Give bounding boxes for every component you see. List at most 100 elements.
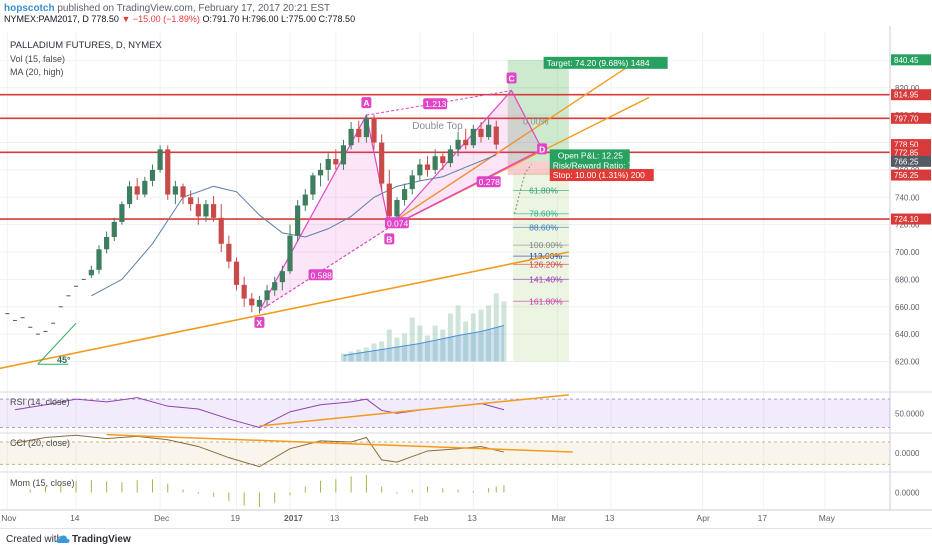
pattern-ratio-badge	[308, 269, 333, 281]
price-tick-label: 680.00	[895, 275, 920, 284]
candle-body	[493, 126, 499, 145]
price-tick-label: 740.00	[895, 193, 920, 202]
volume-bar	[386, 329, 392, 362]
candle-body	[310, 175, 316, 195]
candle-body	[287, 235, 293, 272]
candle-body	[348, 128, 354, 146]
pattern-ratio-label: 0.278	[479, 177, 501, 187]
fib-level-label: 78.60%	[529, 209, 558, 219]
trendline-long	[0, 251, 570, 370]
time-tick-label: 14	[70, 513, 80, 523]
candle-body	[119, 204, 125, 222]
volume-bar	[470, 313, 476, 362]
published-text: published on TradingView.com, February 1…	[57, 3, 331, 14]
chart-header: hopscotch published on TradingView.com, …	[0, 0, 932, 26]
price-pane-bg	[0, 32, 890, 390]
pattern-ratio-label: 1.213	[425, 99, 447, 109]
candle-body	[203, 204, 209, 217]
target-label-bg	[543, 56, 668, 69]
volume-bar	[432, 325, 438, 362]
candle-body	[157, 149, 163, 170]
price-tick-label: 640.00	[895, 330, 920, 339]
price-chart[interactable]: 61.80%78.60%88.60%100.00%113.00%126.20%1…	[0, 26, 932, 528]
stop-label-bg	[549, 169, 654, 182]
pattern-point-label: X	[256, 318, 262, 328]
candle-body	[394, 200, 400, 217]
down-arrow-icon: ▼	[121, 14, 131, 24]
author-link[interactable]: hopscotch	[4, 3, 55, 14]
legend-ma: MA (20, high)	[10, 67, 64, 77]
fib-level-label: 88.60%	[529, 222, 558, 232]
price-badge-label: 756.25	[894, 171, 919, 180]
candle-body	[96, 249, 102, 270]
open-pl-bg	[549, 149, 630, 172]
pattern-point-label: B	[386, 234, 392, 244]
time-tick-label: Apr	[697, 513, 710, 523]
price-badge-bg	[891, 112, 931, 124]
candle-body	[111, 221, 117, 237]
time-tick-label: 13	[330, 513, 340, 523]
candle-body	[195, 204, 201, 217]
volume-bar	[409, 317, 415, 362]
angle-45-line	[37, 322, 77, 365]
fib-level-label: 61.80%	[529, 185, 558, 195]
candle-body	[172, 186, 178, 195]
candle-body	[180, 186, 186, 198]
time-tick-label: 19	[231, 513, 241, 523]
pattern-point-badge	[384, 233, 395, 245]
candle-body	[264, 290, 270, 300]
annotation-text: 45°	[57, 355, 71, 365]
candle-body	[134, 186, 140, 195]
pattern-ratio-label: 0.074	[387, 218, 409, 228]
annotation-text: 0.00%	[523, 117, 549, 127]
fib-level-label: 141.40%	[529, 274, 563, 284]
pattern-xb-line	[259, 226, 390, 312]
time-tick-label: 17	[758, 513, 768, 523]
candle-body	[272, 282, 278, 291]
candle-body	[424, 164, 431, 170]
candle-body	[302, 194, 308, 206]
candle-body	[440, 156, 446, 164]
pattern-ratio-badge	[423, 98, 448, 110]
candle-body	[463, 139, 469, 146]
volume-bar	[379, 341, 385, 362]
tradingview-cloud-icon	[56, 535, 70, 543]
volume-bar	[463, 321, 469, 362]
symbol-label: NYMEX:PAM2017, D	[4, 14, 89, 24]
time-tick-label: Dec	[154, 513, 170, 523]
candle-body	[256, 299, 263, 307]
volume-bar	[440, 329, 446, 362]
pattern-point-badge	[506, 72, 517, 84]
time-tick-label: 13	[605, 513, 615, 523]
ohlc-values: O:791.70 H:796.00 L:775.00 C:778.50	[202, 14, 356, 24]
fib-level-label: 100.00%	[529, 240, 563, 250]
price-badge-label: 724.10	[894, 215, 919, 224]
tradingview-brand[interactable]: TradingView	[72, 534, 131, 545]
price-change: −15.00 (−1.89%)	[132, 14, 200, 24]
candle-body	[455, 139, 461, 150]
pattern-ratio-badge	[384, 217, 409, 229]
candle-body	[241, 284, 247, 299]
price-badge-label: 840.45	[894, 56, 919, 65]
candle-body	[88, 269, 94, 276]
chart-title: PALLADIUM FUTURES, D, NYMEX	[10, 40, 162, 51]
ma-20-line	[91, 154, 497, 297]
legend-mom: Mom (15, close)	[10, 478, 75, 488]
volume-bar	[348, 351, 354, 362]
candle-body	[165, 149, 171, 195]
volume-ma-area	[343, 325, 504, 362]
price-tick-label: 660.00	[895, 303, 920, 312]
candle-body	[249, 298, 255, 306]
stop-label: Stop: 10.00 (1.31%) 200	[553, 170, 645, 180]
price-badge-bg	[891, 146, 931, 158]
candle-body	[218, 217, 224, 244]
last-price: 778.50	[91, 14, 119, 24]
volume-ma-line	[343, 325, 505, 356]
price-badge-label: 778.50	[894, 141, 919, 150]
symbol-line: NYMEX:PAM2017, D 778.50 ▼ −15.00 (−1.89%…	[4, 14, 355, 24]
fib-level-label: 161.80%	[529, 296, 563, 306]
candle-body	[279, 271, 285, 283]
price-badge-bg	[891, 155, 931, 167]
price-axis-bg	[890, 26, 932, 510]
cci-band	[0, 441, 890, 465]
